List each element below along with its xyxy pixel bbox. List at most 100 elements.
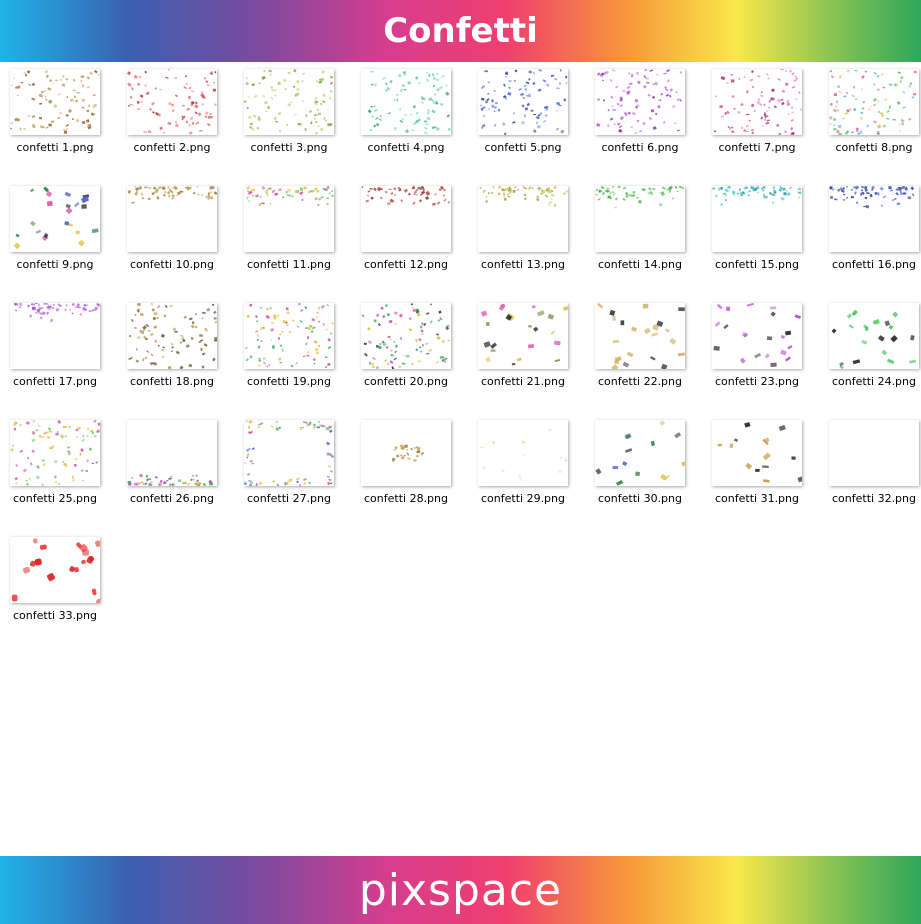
file-name[interactable]: confetti 9.png	[16, 258, 94, 271]
file-name[interactable]: confetti 27.png	[247, 492, 331, 505]
thumbnail[interactable]	[361, 303, 451, 369]
file-name[interactable]: confetti 24.png	[832, 375, 916, 388]
file-name[interactable]: confetti 26.png	[130, 492, 214, 505]
file-name[interactable]: confetti 32.png	[832, 492, 916, 505]
file-item[interactable]: confetti 3.png	[234, 62, 351, 179]
thumbnail[interactable]	[595, 186, 685, 252]
file-item[interactable]: confetti 24.png	[819, 296, 921, 413]
confetti-piece	[306, 350, 310, 354]
file-item[interactable]: confetti 31.png	[702, 413, 819, 530]
thumbnail[interactable]	[595, 69, 685, 135]
file-item[interactable]: confetti 18.png	[117, 296, 234, 413]
file-item[interactable]: confetti 32.png	[819, 413, 921, 530]
file-name[interactable]: confetti 25.png	[13, 492, 97, 505]
thumbnail[interactable]	[478, 186, 568, 252]
file-item[interactable]: confetti 12.png	[351, 179, 468, 296]
file-name[interactable]: confetti 30.png	[598, 492, 682, 505]
file-name[interactable]: confetti 29.png	[481, 492, 565, 505]
file-item[interactable]: confetti 25.png	[0, 413, 117, 530]
file-name[interactable]: confetti 33.png	[13, 609, 97, 622]
thumbnail[interactable]	[712, 186, 802, 252]
thumbnail[interactable]	[127, 186, 217, 252]
file-name[interactable]: confetti 20.png	[364, 375, 448, 388]
thumbnail[interactable]	[361, 186, 451, 252]
file-item[interactable]: confetti 6.png	[585, 62, 702, 179]
file-name[interactable]: confetti 3.png	[250, 141, 328, 154]
file-item[interactable]: confetti 14.png	[585, 179, 702, 296]
file-item[interactable]: confetti 19.png	[234, 296, 351, 413]
file-name[interactable]: confetti 4.png	[367, 141, 445, 154]
thumbnail[interactable]	[244, 69, 334, 135]
thumbnail[interactable]	[595, 303, 685, 369]
thumbnail[interactable]	[478, 420, 568, 486]
thumbnail[interactable]	[712, 303, 802, 369]
file-item[interactable]: confetti 22.png	[585, 296, 702, 413]
file-item[interactable]: confetti 29.png	[468, 413, 585, 530]
file-item[interactable]: confetti 26.png	[117, 413, 234, 530]
file-item[interactable]: confetti 5.png	[468, 62, 585, 179]
thumbnail[interactable]	[10, 537, 100, 603]
file-name[interactable]: confetti 11.png	[247, 258, 331, 271]
thumbnail[interactable]	[244, 303, 334, 369]
file-item[interactable]: confetti 2.png	[117, 62, 234, 179]
file-item[interactable]: confetti 1.png	[0, 62, 117, 179]
thumbnail[interactable]	[10, 420, 100, 486]
thumbnail[interactable]	[10, 303, 100, 369]
file-name[interactable]: confetti 17.png	[13, 375, 97, 388]
file-name[interactable]: confetti 14.png	[598, 258, 682, 271]
file-item[interactable]: confetti 9.png	[0, 179, 117, 296]
thumbnail[interactable]	[10, 186, 100, 252]
thumbnail[interactable]	[361, 69, 451, 135]
file-name[interactable]: confetti 21.png	[481, 375, 565, 388]
file-item[interactable]: confetti 17.png	[0, 296, 117, 413]
thumbnail[interactable]	[478, 69, 568, 135]
thumbnail[interactable]	[244, 420, 334, 486]
file-name[interactable]: confetti 22.png	[598, 375, 682, 388]
file-name[interactable]: confetti 15.png	[715, 258, 799, 271]
thumbnail[interactable]	[10, 69, 100, 135]
thumbnail[interactable]	[829, 69, 919, 135]
file-item[interactable]: confetti 21.png	[468, 296, 585, 413]
file-item[interactable]: confetti 30.png	[585, 413, 702, 530]
file-name[interactable]: confetti 5.png	[484, 141, 562, 154]
file-name[interactable]: confetti 6.png	[601, 141, 679, 154]
thumbnail[interactable]	[478, 303, 568, 369]
file-name[interactable]: confetti 18.png	[130, 375, 214, 388]
thumbnail[interactable]	[712, 69, 802, 135]
file-item[interactable]: confetti 7.png	[702, 62, 819, 179]
file-item[interactable]: confetti 13.png	[468, 179, 585, 296]
file-item[interactable]: confetti 20.png	[351, 296, 468, 413]
file-item[interactable]: confetti 11.png	[234, 179, 351, 296]
file-item[interactable]: confetti 16.png	[819, 179, 921, 296]
thumbnail[interactable]	[829, 303, 919, 369]
thumbnail[interactable]	[244, 186, 334, 252]
thumbnail[interactable]	[127, 420, 217, 486]
file-name[interactable]: confetti 19.png	[247, 375, 331, 388]
thumbnail[interactable]	[829, 186, 919, 252]
file-name[interactable]: confetti 10.png	[130, 258, 214, 271]
file-name[interactable]: confetti 1.png	[16, 141, 94, 154]
file-name[interactable]: confetti 2.png	[133, 141, 211, 154]
file-name[interactable]: confetti 28.png	[364, 492, 448, 505]
file-item[interactable]: confetti 10.png	[117, 179, 234, 296]
thumbnail[interactable]	[127, 303, 217, 369]
file-name[interactable]: confetti 16.png	[832, 258, 916, 271]
file-name[interactable]: confetti 12.png	[364, 258, 448, 271]
file-item[interactable]: confetti 23.png	[702, 296, 819, 413]
thumbnail[interactable]	[829, 420, 919, 486]
file-name[interactable]: confetti 31.png	[715, 492, 799, 505]
file-name[interactable]: confetti 7.png	[718, 141, 796, 154]
thumbnail[interactable]	[127, 69, 217, 135]
thumbnail[interactable]	[595, 420, 685, 486]
file-name[interactable]: confetti 23.png	[715, 375, 799, 388]
file-item[interactable]: confetti 27.png	[234, 413, 351, 530]
file-item[interactable]: confetti 28.png	[351, 413, 468, 530]
file-name[interactable]: confetti 8.png	[835, 141, 913, 154]
file-name[interactable]: confetti 13.png	[481, 258, 565, 271]
file-item[interactable]: confetti 4.png	[351, 62, 468, 179]
thumbnail[interactable]	[361, 420, 451, 486]
file-item[interactable]: confetti 8.png	[819, 62, 921, 179]
thumbnail[interactable]	[712, 420, 802, 486]
file-item[interactable]: confetti 33.png	[0, 530, 117, 647]
file-item[interactable]: confetti 15.png	[702, 179, 819, 296]
